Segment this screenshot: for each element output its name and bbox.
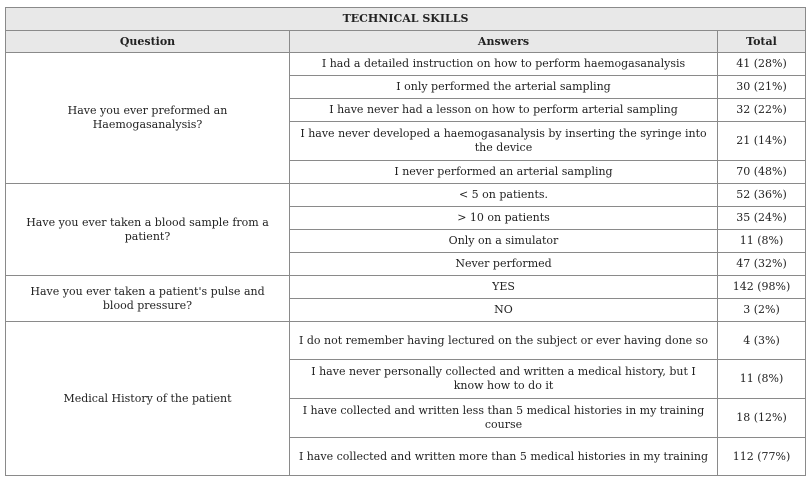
answer-cell: I only performed the arterial sampling	[289, 75, 718, 99]
total-cell: 112 (77%)	[717, 437, 806, 476]
table-row: I have collected and written more than 5…	[6, 437, 806, 476]
total-header: Total	[717, 30, 806, 53]
total-cell: 3 (2%)	[717, 298, 806, 322]
total-cell: 142 (98%)	[717, 275, 806, 299]
answer-cell: Only on a simulator	[289, 229, 718, 253]
total-cell: 4 (3%)	[717, 321, 806, 360]
question-cell: Medical History of the patient	[5, 321, 290, 476]
table-row: I never performed an arterial sampling 7…	[6, 160, 806, 184]
table-row: Medical History of the patient I do not …	[5, 321, 806, 476]
table-row: Have you ever preformed an Haemogasanaly…	[5, 52, 806, 184]
table-row: I only performed the arterial sampling 3…	[6, 75, 806, 99]
total-cell: 11 (8%)	[717, 229, 806, 253]
total-cell: 41 (28%)	[717, 52, 806, 76]
answer-cell: I have collected and written more than 5…	[289, 437, 718, 476]
table-row: Have you ever taken a patient's pulse an…	[5, 275, 806, 322]
question-header: Question	[5, 30, 290, 53]
answer-cell: NO	[289, 298, 718, 322]
table-row: I have never personally collected and wr…	[6, 359, 806, 399]
table-row: I have never developed a haemogasanalysi…	[6, 121, 806, 161]
total-cell: 32 (22%)	[717, 98, 806, 122]
answer-cell: I do not remember having lectured on the…	[289, 321, 718, 360]
answer-cell: > 10 on patients	[289, 206, 718, 230]
question-cell: Have you ever taken a patient's pulse an…	[5, 275, 290, 322]
answer-cell: Never performed	[289, 252, 718, 276]
technical-skills-table: TECHNICAL SKILLS Question Answers Total …	[5, 7, 806, 476]
question-cell: Have you ever preformed an Haemogasanaly…	[5, 52, 290, 184]
table-row: Only on a simulator 11 (8%)	[6, 229, 806, 253]
total-cell: 70 (48%)	[717, 160, 806, 184]
answer-cell: YES	[289, 275, 718, 299]
total-cell: 52 (36%)	[717, 183, 806, 207]
table-title: TECHNICAL SKILLS	[5, 7, 806, 31]
total-cell: 30 (21%)	[717, 75, 806, 99]
answer-cell: I have never had a lesson on how to perf…	[289, 98, 718, 122]
table-row: Have you ever taken a blood sample from …	[5, 183, 806, 276]
answer-cell: I have collected and written less than 5…	[289, 398, 718, 438]
table-row: I have collected and written less than 5…	[6, 398, 806, 438]
question-cell: Have you ever taken a blood sample from …	[5, 183, 290, 276]
answers-header: Answers	[289, 30, 718, 53]
total-cell: 47 (32%)	[717, 252, 806, 276]
answer-cell: I have never personally collected and wr…	[289, 359, 718, 399]
answer-cell: I have never developed a haemogasanalysi…	[289, 121, 718, 161]
total-cell: 11 (8%)	[717, 359, 806, 399]
total-cell: 21 (14%)	[717, 121, 806, 161]
total-cell: 18 (12%)	[717, 398, 806, 438]
answer-cell: I had a detailed instruction on how to p…	[289, 52, 718, 76]
answer-cell: I never performed an arterial sampling	[289, 160, 718, 184]
total-cell: 35 (24%)	[717, 206, 806, 230]
answer-cell: < 5 on patients.	[289, 183, 718, 207]
